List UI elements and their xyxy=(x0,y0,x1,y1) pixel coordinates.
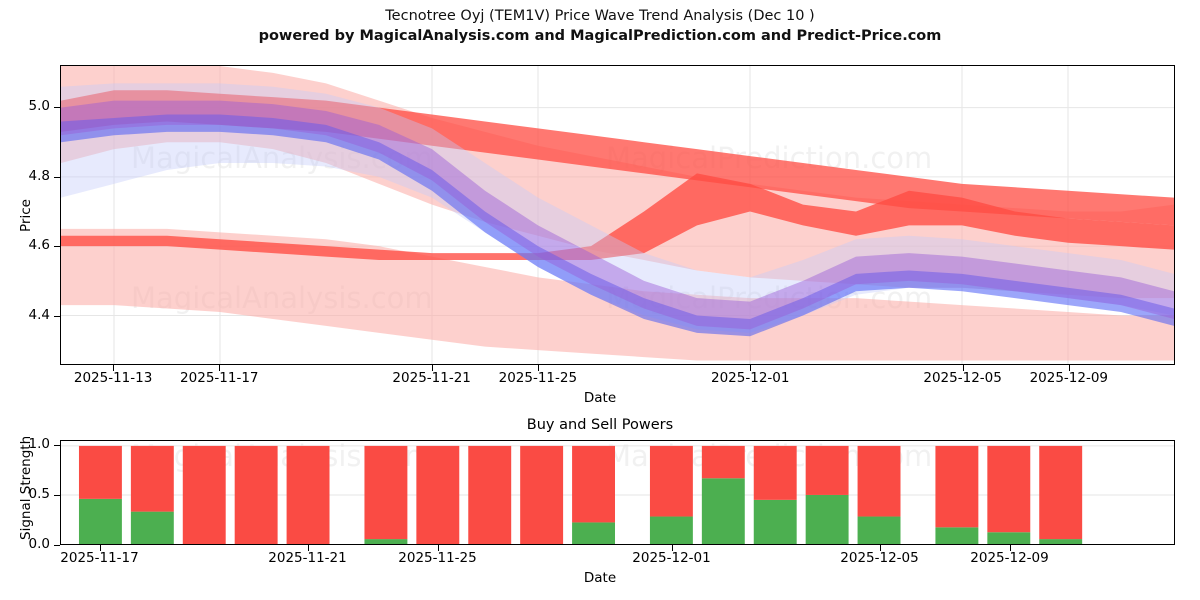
signal-x-tickmark xyxy=(671,545,673,551)
signal-chart-title: Buy and Sell Powers xyxy=(526,417,674,433)
page-title: Tecnotree Oyj (TEM1V) Price Wave Trend A… xyxy=(385,8,815,24)
price-x-tickmark xyxy=(962,365,964,371)
buy-sell-powers-chart: MagicalAnalysis.com MagicalPrediction.co… xyxy=(60,440,1175,545)
signal-y-tick: 0.5 xyxy=(28,486,50,502)
price-y-tick: 4.8 xyxy=(28,167,50,184)
price-y-tickmark xyxy=(54,316,60,318)
price-x-tick: 2025-11-21 xyxy=(392,370,471,386)
signal-x-tick: 2025-11-17 xyxy=(60,550,139,566)
page-subtitle: powered by MagicalAnalysis.com and Magic… xyxy=(258,28,942,44)
signal-x-tickmark xyxy=(307,545,309,551)
price-x-tick: 2025-11-13 xyxy=(73,370,153,386)
price-y-tickmark xyxy=(54,246,60,248)
signal-x-tickmark xyxy=(1009,545,1011,551)
price-y-tick: 4.4 xyxy=(28,307,50,324)
signal-x-axis-label: Date xyxy=(583,570,617,586)
signal-y-tick: 1.0 xyxy=(28,436,50,452)
price-x-tickmark xyxy=(431,365,433,371)
signal-x-tick: 2025-12-09 xyxy=(970,550,1049,566)
price-wave-chart: MagicalAnalysis.com MagicalPrediction.co… xyxy=(60,65,1175,365)
price-x-tick: 2025-11-17 xyxy=(180,370,259,386)
price-x-tickmark xyxy=(113,365,115,371)
price-y-tick: 4.6 xyxy=(28,237,50,254)
signal-x-tickmark xyxy=(437,545,439,551)
price-y-tick: 5.0 xyxy=(28,97,50,114)
signal-x-tick: 2025-11-25 xyxy=(398,550,477,566)
price-x-tick: 2025-12-05 xyxy=(923,370,1002,386)
signal-y-tickmark xyxy=(54,545,60,546)
signal-x-tick: 2025-11-21 xyxy=(268,550,347,566)
signal-y-tick: 0.0 xyxy=(28,536,50,552)
price-x-tick: 2025-11-25 xyxy=(498,370,578,386)
price-x-tickmark xyxy=(537,365,539,371)
signal-y-tickmark xyxy=(54,445,60,446)
chart-title-block: Tecnotree Oyj (TEM1V) Price Wave Trend A… xyxy=(0,6,1200,46)
price-x-tick: 2025-12-09 xyxy=(1029,370,1109,386)
signal-x-tick: 2025-12-05 xyxy=(840,550,919,566)
price-y-tickmark xyxy=(54,176,60,178)
price-y-axis-label: Price xyxy=(18,199,34,232)
signal-y-tickmark xyxy=(54,495,60,496)
price-x-tickmark xyxy=(750,365,752,371)
price-wave-plot xyxy=(61,66,1174,364)
signal-x-tickmark xyxy=(99,545,101,551)
price-x-axis-label: Date xyxy=(583,390,617,406)
buy-sell-powers-plot xyxy=(61,445,1174,544)
price-x-tickmark xyxy=(219,365,221,371)
price-x-tick: 2025-12-01 xyxy=(711,370,790,386)
signal-x-tickmark xyxy=(879,545,881,551)
price-y-tickmark xyxy=(54,106,60,108)
signal-x-tick: 2025-12-01 xyxy=(632,550,711,566)
price-x-tickmark xyxy=(1068,365,1070,371)
